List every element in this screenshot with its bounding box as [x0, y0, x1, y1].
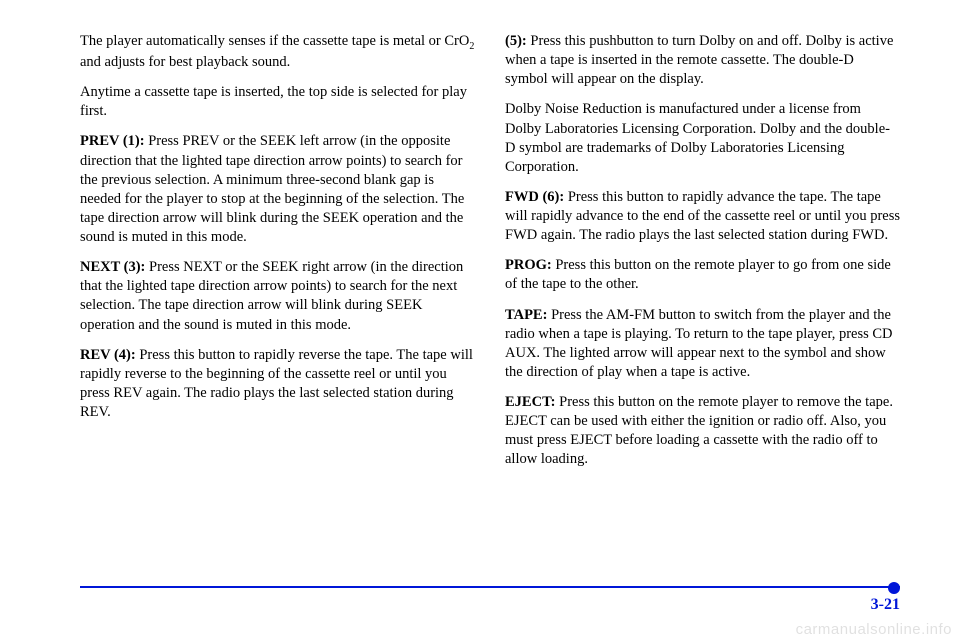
text: Press this pushbutton to turn Dolby on a… — [505, 33, 893, 87]
footer-dot — [888, 582, 900, 594]
label-next: NEXT (3): — [80, 259, 149, 275]
text: and adjusts for best playback sound. — [80, 54, 290, 70]
text: The player automatically senses if the c… — [80, 33, 469, 49]
text: Press this button on the remote player t… — [505, 394, 893, 467]
para-rev: REV (4): Press this button to rapidly re… — [80, 346, 475, 423]
para-prev: PREV (1): Press PREV or the SEEK left ar… — [80, 132, 475, 247]
para-top-side: Anytime a cassette tape is inserted, the… — [80, 83, 475, 121]
para-dolby: (5): Press this pushbutton to turn Dolby… — [505, 32, 900, 89]
label-prev: PREV (1): — [80, 133, 148, 149]
watermark: carmanualsonline.info — [796, 621, 952, 638]
subscript: 2 — [469, 41, 474, 52]
para-tape: TAPE: Press the AM-FM button to switch f… — [505, 306, 900, 383]
page-number: 3-21 — [871, 596, 900, 614]
label-tape: TAPE: — [505, 307, 551, 323]
left-column: The player automatically senses if the c… — [80, 32, 475, 481]
label-rev: REV (4): — [80, 347, 139, 363]
text: Press PREV or the SEEK left arrow (in th… — [80, 133, 464, 245]
text: Press this button on the remote player t… — [505, 257, 891, 292]
label-fwd: FWD (6): — [505, 189, 568, 205]
text: Press the AM-FM button to switch from th… — [505, 307, 893, 380]
para-eject: EJECT: Press this button on the remote p… — [505, 393, 900, 470]
footer-rule — [80, 586, 900, 588]
para-fwd: FWD (6): Press this button to rapidly ad… — [505, 188, 900, 245]
label-5: (5): — [505, 33, 530, 49]
page-content: The player automatically senses if the c… — [0, 0, 960, 481]
para-dolby-license: Dolby Noise Reduction is manufactured un… — [505, 100, 900, 177]
label-prog: PROG: — [505, 257, 555, 273]
para-tape-sense: The player automatically senses if the c… — [80, 32, 475, 72]
right-column: (5): Press this pushbutton to turn Dolby… — [505, 32, 900, 481]
para-prog: PROG: Press this button on the remote pl… — [505, 256, 900, 294]
label-eject: EJECT: — [505, 394, 559, 410]
para-next: NEXT (3): Press NEXT or the SEEK right a… — [80, 258, 475, 335]
text: Press this button to rapidly reverse the… — [80, 347, 473, 420]
